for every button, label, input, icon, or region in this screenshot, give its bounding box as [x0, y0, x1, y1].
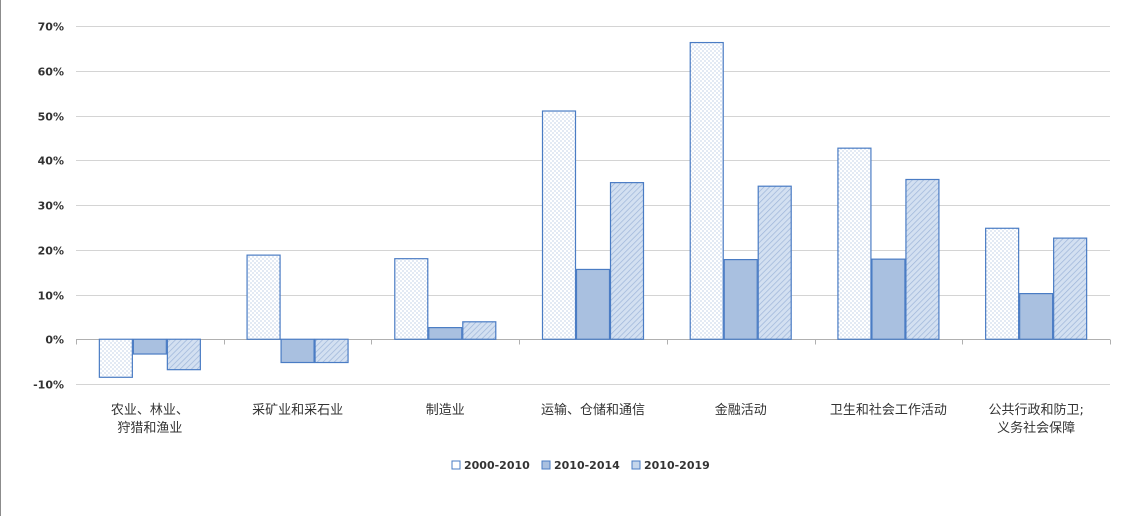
bar-2010-2014	[132, 338, 167, 355]
y-tick-label: 10%	[38, 290, 64, 303]
bar-2010-2014	[723, 258, 758, 340]
x-category-label: 卫生和社会工作活动	[830, 402, 947, 418]
x-category-label: 采矿业和采石业	[252, 403, 343, 418]
bar-2000-2010	[394, 258, 429, 340]
x-category-label: 义务社会保障	[997, 420, 1075, 436]
y-tick-label: -10%	[33, 379, 64, 392]
bar-2010-2019	[609, 182, 645, 340]
legend: 2000-2010 2010-2014 2010-2019	[451, 459, 710, 472]
y-tick-label: 20%	[38, 245, 64, 258]
bar-2000-2010	[541, 110, 577, 340]
y-tick-label: 40%	[38, 155, 64, 168]
legend-swatch	[631, 460, 641, 470]
bar-2010-2019	[314, 338, 349, 364]
y-tick-label: 30%	[38, 200, 64, 213]
y-tick-label: 50%	[38, 111, 64, 124]
x-category-label: 狩猎和渔业	[117, 421, 182, 436]
y-tick-label: 0%	[45, 334, 64, 347]
bar-2010-2014	[280, 338, 315, 364]
x-category-label: 金融活动	[715, 402, 767, 418]
bar-2000-2010	[98, 338, 133, 378]
y-tick-label: 70%	[38, 21, 64, 34]
legend-label: 2010-2014	[554, 459, 620, 472]
bar-2010-2014	[1019, 293, 1054, 340]
bars	[98, 41, 1088, 378]
x-category-label: 公共行政和防卫;	[988, 402, 1083, 418]
bar-2010-2019	[757, 185, 792, 340]
legend-swatch	[541, 460, 551, 470]
bar-2010-2019	[166, 338, 201, 371]
bar-2000-2010	[689, 41, 724, 340]
x-category-label: 农业、林业、	[111, 403, 189, 418]
x-category-label: 运输、仓储和通信	[541, 402, 645, 418]
bar-2010-2014	[575, 268, 611, 340]
bar-2010-2019	[905, 178, 940, 340]
x-category-label: 制造业	[426, 403, 465, 418]
legend-label: 2010-2019	[644, 459, 710, 472]
bar-2000-2010	[246, 254, 281, 340]
bar-2010-2019	[1053, 237, 1088, 340]
y-axis-ticks: -10% 0% 10% 20% 30% 40% 50% 60% 70%	[33, 21, 64, 392]
x-axis-labels: 农业、林业、狩猎和渔业 采矿业和采石业 制造业 运输、仓储和通信 金融活动 卫生和社会工作…	[111, 402, 1084, 436]
bar-2000-2010	[837, 147, 872, 340]
bar-2010-2019	[462, 321, 497, 340]
y-tick-label: 60%	[38, 66, 64, 79]
legend-swatch	[451, 460, 461, 470]
bar-2010-2014	[428, 327, 463, 340]
legend-label: 2000-2010	[464, 459, 530, 472]
bar-2010-2014	[871, 258, 906, 340]
bar-2000-2010	[985, 227, 1020, 340]
